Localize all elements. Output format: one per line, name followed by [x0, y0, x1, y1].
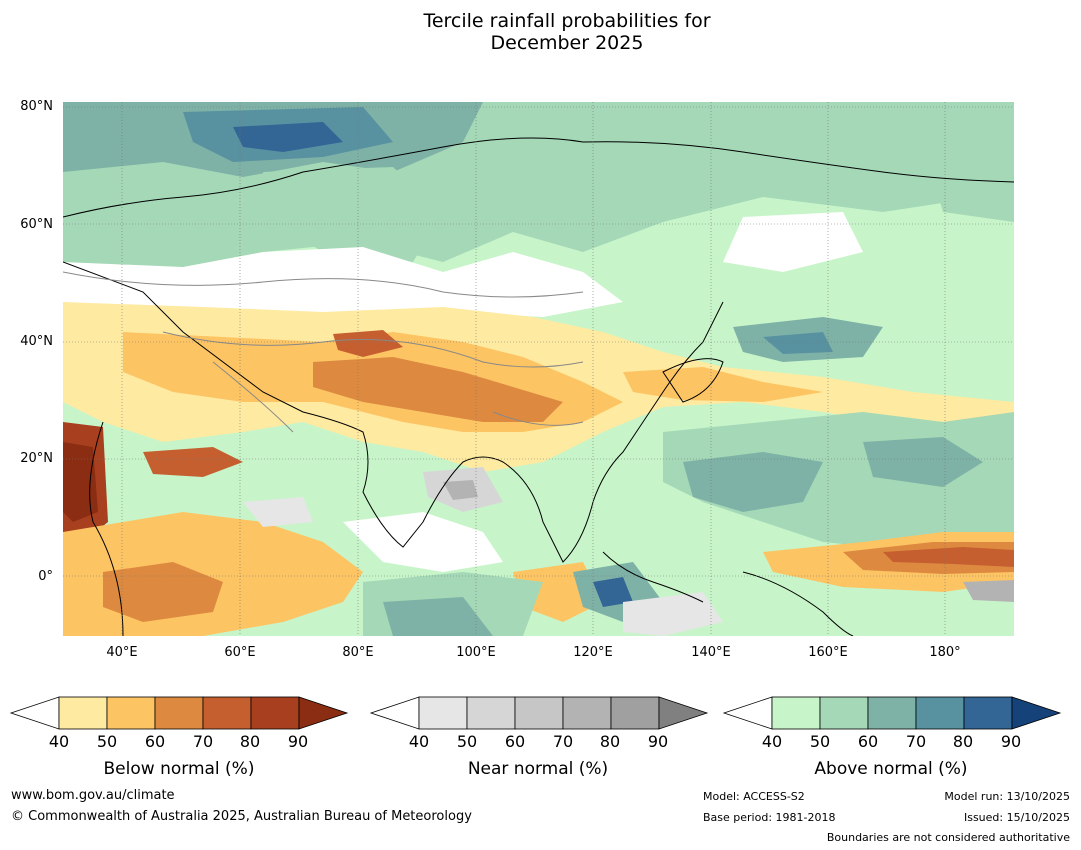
near-colorbar-swatch	[514, 696, 564, 730]
below-colorbar-swatch	[250, 696, 300, 730]
lon-label-60e: 60°E	[224, 645, 256, 660]
near-tick: 40	[408, 732, 430, 751]
near-colorbar-upper-extend	[658, 696, 709, 730]
near-tick: 60	[504, 732, 526, 751]
map-canvas	[63, 102, 1014, 636]
below-colorbar-swatch	[154, 696, 204, 730]
above-colorbar-swatch	[963, 696, 1013, 730]
lon-label-160e: 160°E	[808, 645, 848, 660]
below-tick: 80	[239, 732, 261, 751]
below-normal-title: Below normal (%)	[103, 759, 255, 779]
above-colorbar-swatch	[915, 696, 965, 730]
above-normal-title: Above normal (%)	[814, 759, 968, 779]
above-tick: 90	[1000, 732, 1022, 751]
lon-label-120e: 120°E	[573, 645, 613, 660]
lat-label-40n: 40°N	[20, 334, 53, 349]
below-normal-colorbar-graphic	[9, 696, 349, 730]
below-normal-colorbar	[9, 695, 349, 733]
above-tick: 70	[905, 732, 927, 751]
title-line-1: Tercile rainfall probabilities for	[423, 10, 711, 32]
title-line-2: December 2025	[490, 32, 644, 54]
above-colorbar-upper-extend	[1011, 696, 1062, 730]
above-colorbar-swatch	[867, 696, 917, 730]
lon-label-40e: 40°E	[106, 645, 138, 660]
lon-label-180: 180°	[929, 645, 961, 660]
lon-label-100e: 100°E	[456, 645, 496, 660]
above-tick: 60	[857, 732, 879, 751]
below-colorbar-swatch	[58, 696, 108, 730]
base-period: Base period: 1981-2018	[703, 811, 836, 824]
below-colorbar-upper-extend	[298, 696, 349, 730]
near-tick: 50	[456, 732, 478, 751]
above-tick: 80	[952, 732, 974, 751]
near-tick: 70	[552, 732, 574, 751]
near-normal-colorbar-graphic	[369, 696, 709, 730]
near-normal-colorbar	[369, 695, 709, 733]
model-run-date: Model run: 13/10/2025	[944, 790, 1070, 803]
near-normal-title: Near normal (%)	[467, 759, 609, 779]
near-colorbar-swatch	[418, 696, 468, 730]
above-colorbar-lower-extend	[722, 696, 773, 730]
website-link[interactable]: www.bom.gov.au/climate	[11, 788, 175, 803]
near-colorbar-swatch	[466, 696, 516, 730]
above-tick: 50	[809, 732, 831, 751]
near-colorbar-lower-extend	[369, 696, 420, 730]
below-tick: 90	[287, 732, 309, 751]
below-tick: 50	[96, 732, 118, 751]
probability-map	[63, 102, 1014, 636]
copyright-text: © Commonwealth of Australia 2025, Austra…	[11, 809, 472, 824]
lat-label-0: 0°	[38, 569, 53, 584]
below-colorbar-lower-extend	[9, 696, 60, 730]
near-colorbar-swatch	[610, 696, 660, 730]
below-colorbar-swatch	[202, 696, 252, 730]
lat-label-60n: 60°N	[20, 217, 53, 232]
above-colorbar-swatch	[819, 696, 869, 730]
below-colorbar-swatch	[106, 696, 156, 730]
above-tick: 40	[761, 732, 783, 751]
lon-label-140e: 140°E	[691, 645, 731, 660]
map-title: Tercile rainfall probabilities for Decem…	[0, 10, 1081, 54]
above-colorbar-swatch	[771, 696, 821, 730]
model-name: Model: ACCESS-S2	[703, 790, 805, 803]
lat-label-20n: 20°N	[20, 451, 53, 466]
issued-date: Issued: 15/10/2025	[963, 811, 1070, 824]
lat-label-80n: 80°N	[20, 99, 53, 114]
above-normal-colorbar	[722, 695, 1062, 733]
above-normal-colorbar-graphic	[722, 696, 1062, 730]
boundaries-disclaimer: Boundaries are not considered authoritat…	[826, 831, 1070, 844]
near-colorbar-swatch	[562, 696, 612, 730]
below-tick: 40	[48, 732, 70, 751]
below-tick: 70	[192, 732, 214, 751]
near-tick: 80	[599, 732, 621, 751]
lon-label-80e: 80°E	[342, 645, 374, 660]
below-tick: 60	[144, 732, 166, 751]
near-tick: 90	[647, 732, 669, 751]
